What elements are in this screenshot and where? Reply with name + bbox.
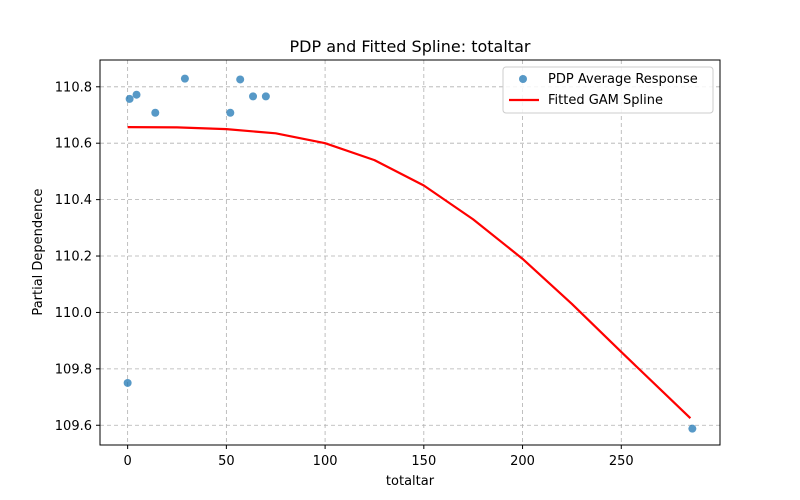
y-tick-label: 110.8 (55, 80, 92, 95)
scatter-point (132, 90, 141, 99)
x-tick-label: 50 (218, 454, 235, 469)
scatter-layer (123, 74, 697, 433)
legend-label-line: Fitted GAM Spline (548, 93, 663, 108)
y-tick-label: 109.6 (55, 419, 92, 434)
ticks: 0 50 100 150 200 250 109.6 109.8 110.0 110.2 110.4… (55, 80, 634, 469)
scatter-point (123, 378, 132, 387)
scatter-point (226, 108, 235, 117)
y-tick-label: 110.0 (55, 306, 92, 321)
scatter-point (180, 74, 189, 83)
x-tick-label: 100 (313, 454, 338, 469)
scatter-point (236, 75, 245, 84)
scatter-point (125, 94, 134, 103)
x-tick-label: 250 (609, 454, 634, 469)
y-axis-label: Partial Dependence (31, 188, 46, 315)
grid (100, 60, 720, 445)
x-tick-label: 200 (510, 454, 535, 469)
spline-line (127, 126, 692, 420)
x-axis-label: totaltar (386, 474, 435, 489)
y-tick-label: 110.4 (55, 193, 92, 208)
legend-box (502, 66, 714, 114)
scatter-point (261, 92, 270, 101)
spline-layer (127, 126, 692, 420)
scatter-point (688, 424, 697, 433)
legend-scatter-marker (519, 75, 527, 83)
scatter-point (249, 92, 258, 101)
plot-frame (99, 59, 721, 446)
y-tick-label: 110.6 (55, 137, 92, 152)
y-tick-label: 109.8 (55, 362, 92, 377)
x-tick-label: 150 (411, 454, 436, 469)
scatter-point (151, 108, 160, 117)
chart-title: PDP and Fitted Spline: totaltar (290, 37, 531, 56)
x-tick-label: 0 (124, 454, 132, 469)
y-tick-label: 110.2 (55, 250, 92, 265)
legend: PDP Average Response Fitted GAM Spline (502, 66, 714, 114)
legend-label-scatter: PDP Average Response (548, 72, 698, 87)
